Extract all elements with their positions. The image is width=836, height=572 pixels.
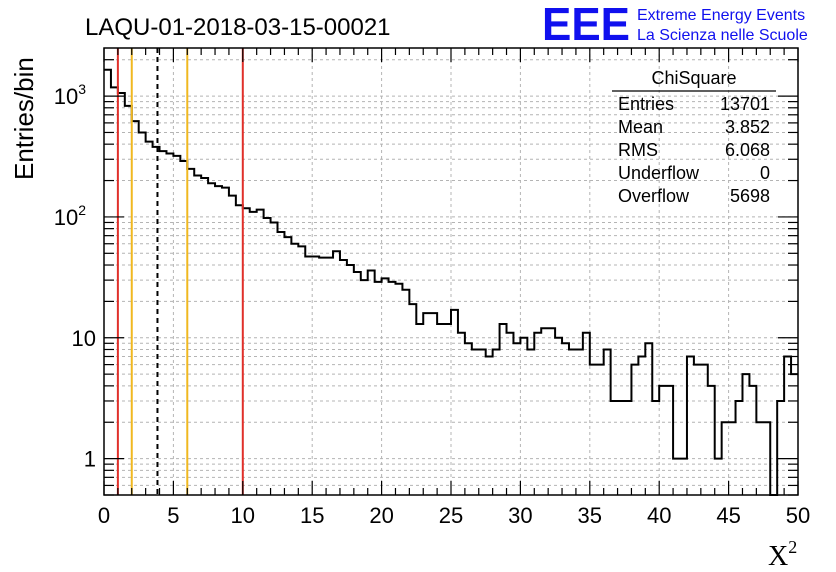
chart-title: LAQU-01-2018-03-15-00021 xyxy=(85,14,391,41)
x-axis-label-superscript: 2 xyxy=(788,537,797,557)
stats-row-value: 5698 xyxy=(730,186,770,206)
x-tick-label: 25 xyxy=(439,503,463,528)
y-tick-label-base: 10 xyxy=(54,84,78,109)
stats-title: ChiSquare xyxy=(651,68,736,88)
grid-lines xyxy=(103,48,799,496)
x-axis-label: X2 xyxy=(768,537,797,572)
x-tick-label: 5 xyxy=(167,503,179,528)
stats-row-value: 0 xyxy=(760,163,770,183)
histogram-series xyxy=(104,68,798,496)
logo-letters: EEE xyxy=(542,0,630,50)
logo-line2: La Scienza nelle Scuole xyxy=(637,27,808,44)
stats-row-value: 13701 xyxy=(720,94,770,114)
x-tick-label: 0 xyxy=(98,503,110,528)
axes xyxy=(103,47,799,496)
logo-line1: Extreme Energy Events xyxy=(637,7,805,24)
x-tick-label: 10 xyxy=(231,503,255,528)
y-tick-label: 103 xyxy=(54,81,86,109)
x-axis-label-base: X xyxy=(768,541,788,572)
stats-row-name: Underflow xyxy=(618,163,700,183)
x-tick-label: 40 xyxy=(647,503,671,528)
stats-row-name: Entries xyxy=(618,94,674,114)
stats-row-name: Overflow xyxy=(618,186,690,206)
histogram-outline xyxy=(104,68,798,496)
stats-row-name: RMS xyxy=(618,140,658,160)
x-tick-label: 30 xyxy=(508,503,532,528)
x-tick-label: 45 xyxy=(716,503,740,528)
x-tick-label: 50 xyxy=(786,503,810,528)
stats-row-name: Mean xyxy=(618,117,663,137)
stats-row-value: 6.068 xyxy=(725,140,770,160)
x-tick-label: 35 xyxy=(578,503,602,528)
y-tick-label-exponent: 2 xyxy=(78,202,86,218)
y-tick-label: 1 xyxy=(84,447,96,472)
stats-box: ChiSquare Entries 13701 Mean 3.852 RMS 6.068 U… xyxy=(612,68,776,206)
stats-row-value: 3.852 xyxy=(725,117,770,137)
x-tick-label: 20 xyxy=(369,503,393,528)
reference-lines xyxy=(116,48,244,495)
y-tick-label-exponent: 3 xyxy=(78,81,86,97)
y-tick-label-base: 10 xyxy=(54,205,78,230)
y-tick-label: 10 xyxy=(72,326,96,351)
logo: EEE Extreme Energy Events La Scienza nel… xyxy=(542,0,808,50)
x-tick-label: 15 xyxy=(300,503,324,528)
y-axis-label: Entries/bin xyxy=(9,57,39,180)
y-tick-label: 102 xyxy=(54,202,86,230)
